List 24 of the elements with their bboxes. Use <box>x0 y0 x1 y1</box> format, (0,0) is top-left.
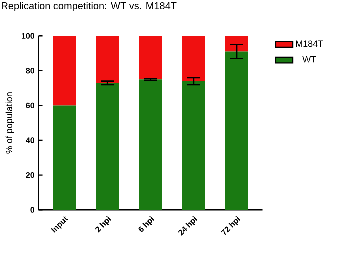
bar <box>96 83 120 210</box>
x-tick-label: 24 hpi <box>178 216 198 236</box>
bar <box>53 36 76 106</box>
legend-label: M184T <box>296 40 324 48</box>
x-tick-label: 6 hpi <box>138 216 154 232</box>
y-tick-label: 100 <box>22 33 35 39</box>
y-tick-label: 60 <box>26 102 35 109</box>
x-tick-label: 2 hpi <box>96 216 112 233</box>
bar <box>225 52 248 210</box>
chart-title: Replication competition: WT vs. M184T <box>2 2 177 12</box>
bar <box>139 36 162 80</box>
legend-label: WT <box>302 56 316 63</box>
bar <box>182 36 206 82</box>
bar <box>225 36 248 52</box>
y-tick-label: 40 <box>26 138 35 144</box>
y-axis-title: % of population <box>6 92 14 154</box>
x-tick-label: 72 hpi <box>221 216 241 236</box>
y-tick-label: 20 <box>26 172 35 178</box>
bar <box>182 81 206 210</box>
y-tick-label: 0 <box>30 207 35 213</box>
bar <box>139 80 162 210</box>
y-tick-label: 80 <box>26 68 35 74</box>
bar <box>53 106 76 210</box>
bar <box>96 36 120 84</box>
